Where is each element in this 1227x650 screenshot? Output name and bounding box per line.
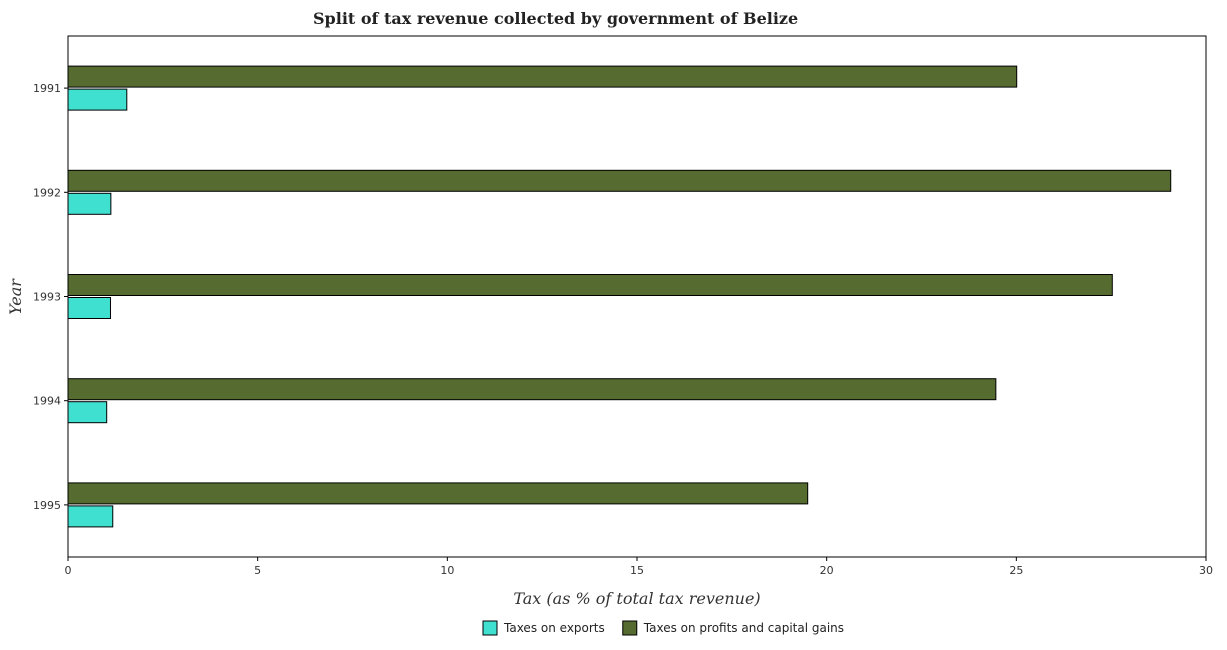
x-tick-label: 25 (1009, 564, 1023, 577)
bar-profits-1993 (67, 274, 1113, 296)
bar-profits-1994 (67, 378, 997, 401)
legend-label-profits: Taxes on profits and capital gains (643, 621, 844, 635)
legend: Taxes on exports Taxes on profits and cap… (482, 620, 844, 636)
x-tick-label: 10 (440, 564, 454, 577)
x-axis-label: Tax (as % of total tax revenue) (513, 589, 760, 608)
legend-swatch-profits (622, 620, 638, 636)
y-tick-label: 1992 (33, 186, 61, 199)
x-axis-ticks: 0 5 10 15 20 25 30 (65, 557, 1213, 577)
y-tick-label: 1995 (33, 499, 61, 512)
y-tick-label: 1991 (33, 82, 61, 95)
x-tick-label: 20 (820, 564, 834, 577)
legend-swatch-exports (482, 620, 498, 636)
legend-label-exports: Taxes on exports (503, 621, 605, 635)
bar-profits-1992 (67, 169, 1172, 192)
x-tick-label: 0 (65, 564, 72, 577)
bar-exports-1993 (67, 297, 111, 319)
chart-title: Split of tax revenue collected by govern… (313, 9, 798, 28)
plot-frame (67, 35, 1207, 558)
bar-profits-1995 (67, 482, 809, 505)
bars-group (67, 65, 1172, 528)
bar-profits-1991 (67, 65, 1018, 88)
x-tick-label: 30 (1199, 564, 1213, 577)
y-axis-label: Year (6, 278, 25, 315)
x-tick-label: 15 (630, 564, 644, 577)
bar-exports-1995 (67, 505, 114, 528)
y-axis-ticks: 1991 1992 1993 1994 1995 (33, 82, 68, 512)
bar-exports-1991 (67, 88, 128, 111)
bar-exports-1992 (67, 192, 112, 215)
y-tick-label: 1994 (33, 395, 61, 408)
y-tick-label: 1993 (33, 291, 61, 304)
bar-exports-1994 (67, 401, 108, 424)
x-tick-label: 5 (254, 564, 261, 577)
